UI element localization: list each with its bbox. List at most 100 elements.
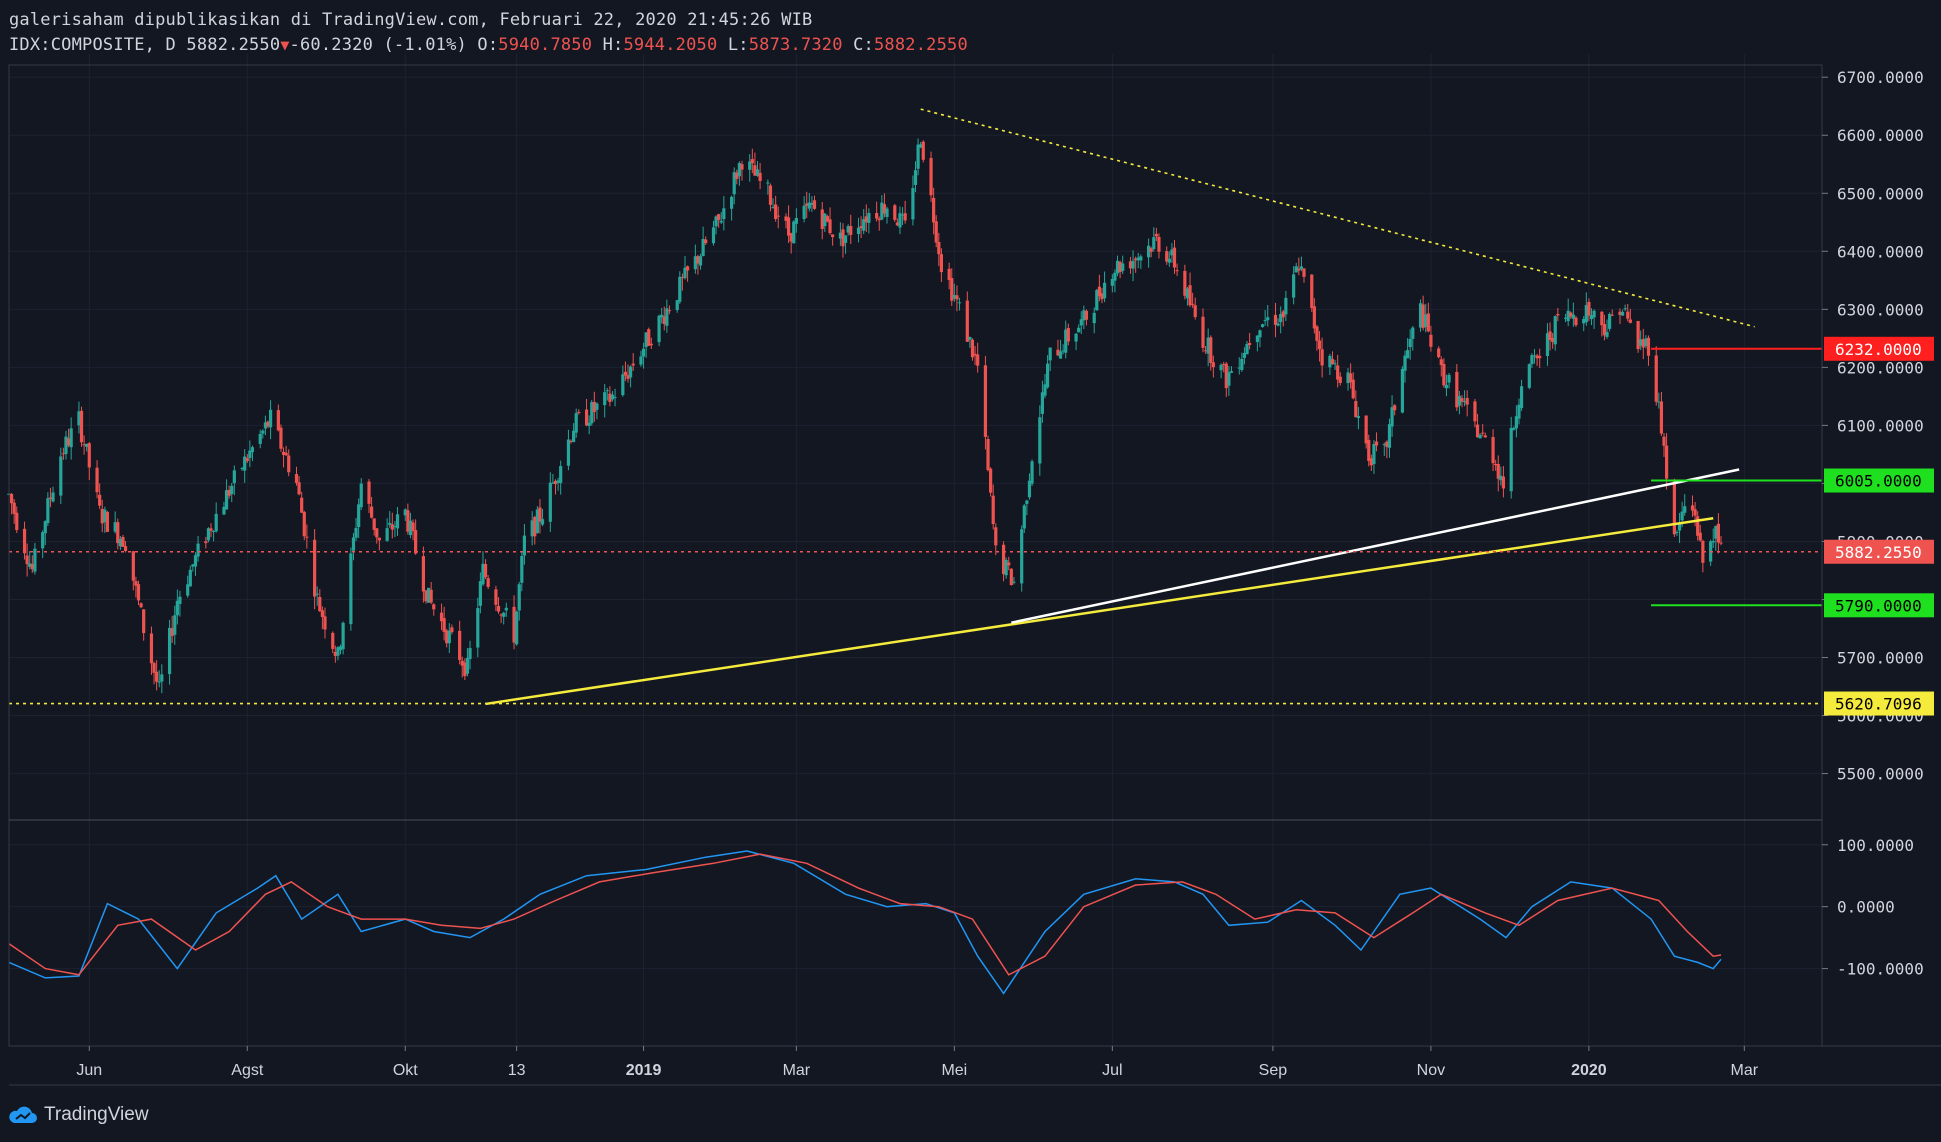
candle-body xyxy=(934,221,938,243)
candle-body xyxy=(1444,384,1449,389)
candle-body xyxy=(175,600,179,616)
price-axis[interactable]: 6700.0000 6600.0000 6500.0000 6400.0000 6300… xyxy=(1822,68,1934,979)
candle-body xyxy=(1136,257,1140,261)
price-tick-label: 6100.0000 xyxy=(1837,416,1924,435)
candle-body xyxy=(665,308,669,326)
candle-body xyxy=(952,295,956,299)
candle-body xyxy=(1255,335,1259,343)
candle-body xyxy=(1134,258,1138,261)
candle-body xyxy=(1569,312,1573,317)
candle-body xyxy=(1056,349,1060,356)
candle-body xyxy=(1333,363,1337,365)
candle-body xyxy=(937,241,941,255)
candle-body xyxy=(1364,415,1368,444)
candle-body xyxy=(1209,337,1213,363)
candle-body xyxy=(178,596,182,604)
candle-body xyxy=(714,216,718,227)
candle-body xyxy=(116,522,120,544)
high-label: H: xyxy=(602,35,624,55)
candle-body xyxy=(1605,332,1609,337)
candle-body xyxy=(1320,349,1324,366)
price-tick-label: 6500.0000 xyxy=(1837,184,1924,203)
candle-body xyxy=(1455,371,1459,408)
candle-body xyxy=(572,430,576,443)
candle-body xyxy=(1224,363,1228,389)
candle-body xyxy=(103,509,107,523)
candle-body xyxy=(1716,523,1720,543)
candle-body xyxy=(1462,401,1467,403)
time-tick-label: Jun xyxy=(76,1062,102,1079)
candle-body xyxy=(610,394,615,400)
candle-body xyxy=(300,497,304,513)
candle-body xyxy=(64,436,68,454)
candle-body xyxy=(1128,261,1133,269)
candle-body xyxy=(426,587,431,603)
candle-body xyxy=(1584,305,1588,323)
candle-body xyxy=(898,213,902,228)
candle-body xyxy=(1442,363,1446,386)
candle-body xyxy=(1030,461,1034,484)
candle-body xyxy=(1551,338,1555,342)
candle-body xyxy=(515,611,519,645)
candle-body xyxy=(1149,248,1153,252)
candle-body xyxy=(807,202,811,209)
symbol-info[interactable]: IDX:COMPOSITE, D 5882.2550 xyxy=(9,35,281,55)
candle-body xyxy=(1237,367,1241,369)
candle-body xyxy=(77,411,81,426)
candle-body xyxy=(1157,236,1161,252)
candle-body xyxy=(626,375,630,379)
candle-body xyxy=(1693,509,1697,516)
candle-body xyxy=(375,528,379,538)
candle-body xyxy=(1349,373,1353,383)
candle-body xyxy=(1020,529,1024,584)
candle-body xyxy=(1074,333,1078,342)
candle-body xyxy=(1115,260,1120,274)
candle-body xyxy=(385,528,389,541)
tradingview-logo[interactable]: TradingView xyxy=(8,1104,149,1126)
candle-body xyxy=(838,232,842,239)
candle-body xyxy=(123,546,128,552)
chart-border xyxy=(8,64,1823,1047)
candle-body xyxy=(1007,562,1011,566)
candle-body xyxy=(1279,314,1283,323)
candle-body xyxy=(864,216,868,223)
candle-body xyxy=(1698,532,1702,541)
trend-drawings[interactable] xyxy=(9,108,1822,706)
price-label-box xyxy=(1824,336,1934,361)
candle-body xyxy=(1571,314,1575,319)
candle-body xyxy=(903,213,907,221)
price-tick-label: 6600.0000 xyxy=(1837,126,1924,145)
candle-body xyxy=(1330,359,1335,365)
candle-body xyxy=(577,412,581,414)
candle-body xyxy=(1245,343,1249,355)
candle-body xyxy=(483,564,488,578)
candle-body xyxy=(1429,334,1433,347)
candle-body xyxy=(481,563,485,585)
candle-body xyxy=(1439,359,1443,366)
candle-body xyxy=(149,633,154,664)
candle-body xyxy=(1170,249,1174,256)
price-tick-label: 6700.0000 xyxy=(1837,68,1924,87)
candle-body xyxy=(297,482,301,495)
candle-body xyxy=(701,239,705,257)
candle-body xyxy=(1040,392,1045,414)
candle-body xyxy=(629,366,633,378)
trend-line xyxy=(485,517,1714,706)
candle-body xyxy=(776,215,780,217)
candle-body xyxy=(623,371,628,376)
time-axis[interactable]: Jun Agst Okt 13 2019 Mar Mei Jul Sep Nov 2020 Mar xyxy=(76,1046,1759,1079)
candle-body xyxy=(30,563,34,570)
candle-body xyxy=(1509,427,1513,492)
candle-body xyxy=(390,524,394,530)
candle-body xyxy=(496,605,501,612)
candle-body xyxy=(1281,311,1285,318)
candle-body xyxy=(1113,272,1117,281)
candle-body xyxy=(204,541,208,544)
down-arrow-icon: ▼ xyxy=(280,36,290,54)
candle-body xyxy=(1582,318,1586,324)
candle-body xyxy=(771,207,775,209)
candle-body xyxy=(1675,531,1679,533)
candle-body xyxy=(463,662,467,677)
candle-body xyxy=(696,256,700,264)
